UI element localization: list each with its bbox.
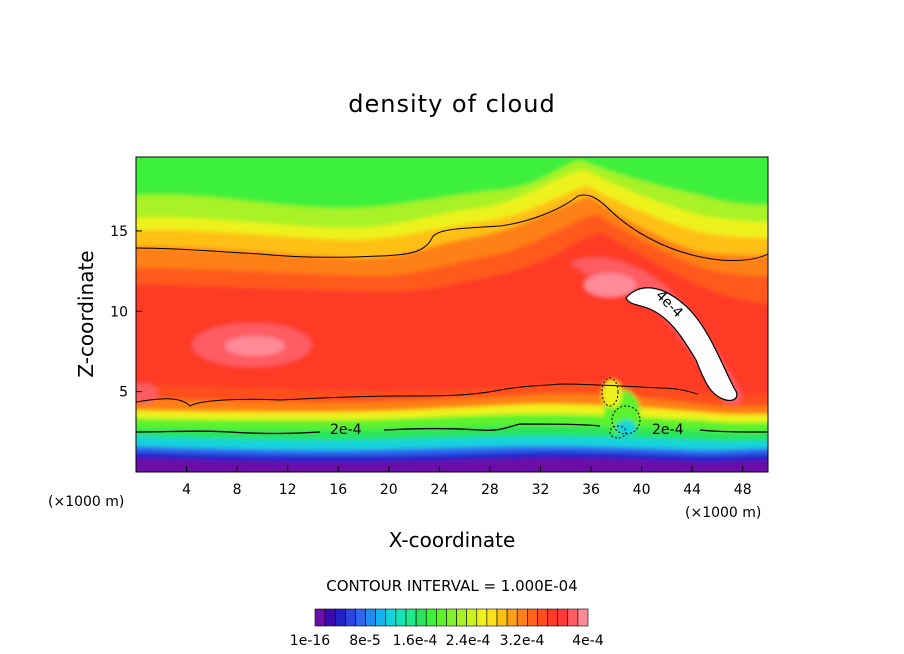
colorbar-swatch bbox=[537, 608, 548, 627]
colorbar-swatch bbox=[395, 608, 407, 627]
colorbar bbox=[314, 608, 589, 627]
colorbar-tick-label: 3.2e-4 bbox=[500, 633, 545, 649]
colorbar-swatch bbox=[516, 608, 528, 627]
x-tick-label: 4 bbox=[182, 482, 191, 498]
x-axis-label: X-coordinate bbox=[389, 528, 516, 552]
y-axis-label: Z-coordinate bbox=[74, 250, 98, 377]
x-tick-label: 44 bbox=[683, 482, 701, 498]
x-tick-label: 28 bbox=[481, 482, 499, 498]
colorbar-tick-label: 8e-5 bbox=[349, 633, 380, 649]
pink-blob-left-core bbox=[225, 336, 285, 356]
x-tick-label: 12 bbox=[279, 482, 297, 498]
x-tick-label: 24 bbox=[430, 482, 448, 498]
colorbar-tick-label: 1.6e-4 bbox=[393, 633, 438, 649]
x-tick-label: 8 bbox=[233, 482, 242, 498]
colorbar-swatch bbox=[466, 608, 478, 627]
x-tick-label: 32 bbox=[532, 482, 550, 498]
colorbar-swatch bbox=[476, 608, 488, 627]
contour-line-upper bbox=[136, 194, 768, 261]
colorbar-swatch bbox=[496, 608, 508, 627]
field-band-purple-lower bbox=[136, 458, 768, 472]
turbulent-cyan-patch bbox=[616, 420, 636, 436]
x-tick-label: 16 bbox=[329, 482, 347, 498]
pink-core-right bbox=[584, 273, 636, 297]
pink-blob-edge bbox=[136, 383, 158, 403]
colorbar-swatch bbox=[314, 608, 326, 627]
contour-line-2e-4 bbox=[136, 423, 768, 435]
x-tick-label: 36 bbox=[582, 482, 600, 498]
colorbar-swatch bbox=[425, 608, 437, 627]
colorbar-swatch bbox=[355, 608, 366, 627]
contour-region-4e-4 bbox=[625, 287, 738, 401]
y-tick-label: 15 bbox=[110, 224, 128, 240]
contour-label-2e-4-right: 2e-4 bbox=[652, 422, 684, 438]
contour-line-mid bbox=[136, 383, 699, 407]
colorbar-swatch bbox=[547, 608, 558, 627]
plot-frame bbox=[135, 156, 769, 473]
contour-label-2e-4-left: 2e-4 bbox=[330, 422, 362, 438]
colorbar-tick-label: 2.4e-4 bbox=[446, 633, 491, 649]
turbulent-yellow-patch bbox=[602, 380, 622, 408]
x-tick-label: 48 bbox=[734, 482, 752, 498]
colorbar-tick-label: 1e-16 bbox=[290, 633, 330, 649]
y-tick-label: 5 bbox=[119, 385, 128, 401]
colorbar-swatch bbox=[385, 608, 397, 627]
colorbar-swatch bbox=[436, 608, 447, 627]
colorbar-swatch bbox=[557, 608, 569, 627]
x-tick-label: 20 bbox=[380, 482, 398, 498]
x-unit-right: (×1000 m) bbox=[685, 505, 761, 521]
colorbar-swatch bbox=[334, 608, 346, 627]
colorbar-tick-label: 4e-4 bbox=[572, 633, 604, 649]
colorbar-swatch bbox=[375, 608, 387, 627]
x-tick-label: 40 bbox=[633, 482, 651, 498]
colorbar-swatch bbox=[506, 608, 518, 627]
turbulent-contours bbox=[601, 377, 641, 439]
chart-title: density of cloud bbox=[348, 90, 555, 118]
colorbar-swatch bbox=[324, 608, 336, 627]
contour-interval: CONTOUR INTERVAL = 1.000E-04 bbox=[326, 577, 577, 595]
colorbar-swatch bbox=[345, 608, 356, 627]
colorbar-swatch bbox=[567, 608, 579, 627]
colorbar-swatch bbox=[486, 608, 498, 627]
x-axis-ticks: 4 8 12 16 20 24 28 32 36 40 44 48 bbox=[182, 466, 752, 498]
y-tick-label: 10 bbox=[110, 304, 128, 320]
colorbar-swatch bbox=[456, 608, 467, 627]
colorbar-swatch bbox=[365, 608, 376, 627]
colorbar-labels: 1e-16 8e-5 1.6e-4 2.4e-4 3.2e-4 4e-4 bbox=[290, 633, 604, 649]
x-unit-left: (×1000 m) bbox=[48, 494, 124, 510]
colorbar-swatch bbox=[446, 608, 457, 627]
colorbar-swatch bbox=[415, 608, 427, 627]
colorbar-swatch bbox=[405, 608, 417, 627]
plot-area: 2e-4 2e-4 4e-4 bbox=[136, 157, 768, 472]
colorbar-swatch bbox=[577, 608, 589, 627]
colorbar-swatch bbox=[527, 608, 538, 627]
contour-labels: 2e-4 2e-4 4e-4 bbox=[330, 288, 686, 438]
y-axis-ticks: 5 10 15 bbox=[110, 224, 142, 401]
